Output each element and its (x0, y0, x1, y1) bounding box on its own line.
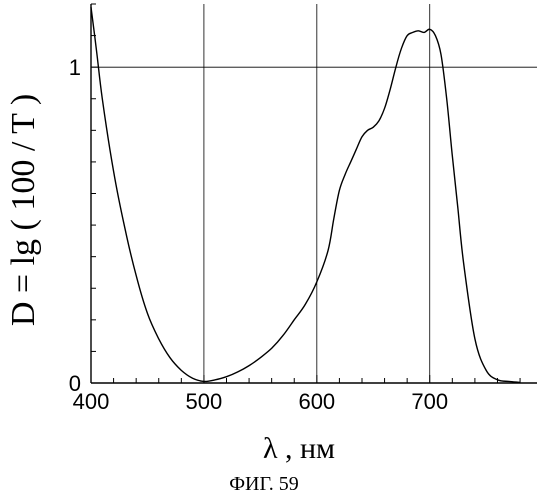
x-axis-label: λ , нм (263, 432, 335, 465)
x-tick-label-500: 500 (186, 389, 223, 414)
figure-caption: ФИГ. 59 (229, 473, 299, 495)
x-tick-label-600: 600 (298, 389, 335, 414)
data-series (91, 7, 520, 382)
grid-lines (91, 4, 537, 383)
plot-frame (91, 4, 537, 383)
series-line-0 (91, 7, 520, 382)
axis-ticks: 40050060070001 (69, 4, 520, 414)
y-axis-label: D = lg ( 100 / T ) (5, 94, 42, 326)
y-tick-label-0: 0 (69, 371, 81, 396)
y-tick-label-1: 1 (69, 55, 81, 80)
x-tick-label-700: 700 (411, 389, 448, 414)
